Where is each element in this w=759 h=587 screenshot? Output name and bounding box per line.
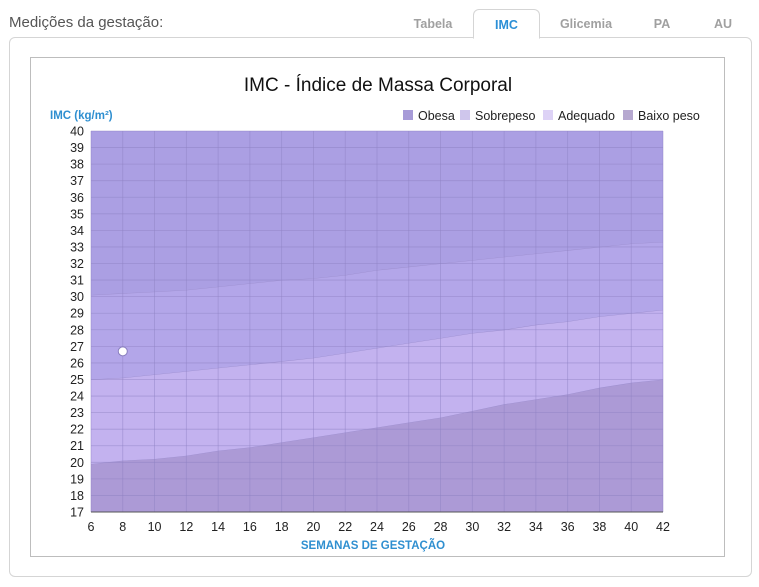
x-tick-label: 6 <box>88 520 95 534</box>
y-tick-label: 31 <box>70 274 84 288</box>
x-tick-label: 34 <box>529 520 543 534</box>
y-tick-label: 30 <box>70 290 84 304</box>
legend-label: Baixo peso <box>638 109 700 123</box>
x-tick-label: 28 <box>434 520 448 534</box>
x-tick-label: 18 <box>275 520 289 534</box>
x-tick-label: 16 <box>243 520 257 534</box>
y-tick-label: 28 <box>70 323 84 337</box>
x-tick-label: 8 <box>119 520 126 534</box>
y-axis-title: IMC (kg/m²) <box>50 110 113 122</box>
x-tick-label: 22 <box>338 520 352 534</box>
y-tick-label: 24 <box>70 390 84 404</box>
x-tick-label: 40 <box>624 520 638 534</box>
x-axis-title: SEMANAS DE GESTAÇÃO <box>301 539 445 552</box>
x-tick-label: 38 <box>592 520 606 534</box>
tab-pa[interactable]: PA <box>653 17 671 31</box>
y-tick-label: 38 <box>70 158 84 172</box>
x-tick-label: 26 <box>402 520 416 534</box>
grid-lines <box>90 130 664 513</box>
tab-glicemia[interactable]: Glicemia <box>559 17 613 31</box>
y-tick-label: 32 <box>70 257 84 271</box>
y-tick-label: 33 <box>70 240 84 254</box>
chart-title: IMC - Índice de Massa Corporal <box>244 75 512 96</box>
y-tick-label: 39 <box>70 141 84 155</box>
y-tick-label: 27 <box>70 340 84 354</box>
tab-bar: Tabela IMC Glicemia PA AU <box>0 9 759 39</box>
data-point <box>117 346 128 357</box>
y-tick-label: 29 <box>70 307 84 321</box>
y-tick-label: 18 <box>70 489 84 503</box>
x-tick-label: 20 <box>306 520 320 534</box>
y-tick-label: 23 <box>70 406 84 420</box>
legend-swatch <box>403 110 413 120</box>
legend-label: Obesa <box>418 109 455 123</box>
legend-label: Sobrepeso <box>475 109 536 123</box>
y-tick-label: 21 <box>70 439 84 453</box>
x-tick-label: 30 <box>465 520 479 534</box>
legend-label: Adequado <box>558 109 615 123</box>
chart-legend: Obesa Sobrepeso Adequado Baixo peso <box>403 109 700 123</box>
tab-tabela[interactable]: Tabela <box>413 17 453 31</box>
y-tick-label: 37 <box>70 174 84 188</box>
y-tick-label: 22 <box>70 423 84 437</box>
y-tick-label: 19 <box>70 472 84 486</box>
y-tick-labels: 17 18 19 20 21 22 23 24 25 26 27 28 29 30 31 32 33 34 35 36… <box>70 125 84 520</box>
page-title: Medições da gestação: <box>9 14 164 31</box>
tab-imc[interactable]: IMC <box>473 9 540 39</box>
x-tick-label: 32 <box>497 520 511 534</box>
tab-au[interactable]: AU <box>713 17 733 31</box>
x-tick-label: 12 <box>179 520 193 534</box>
x-tick-label: 36 <box>561 520 575 534</box>
x-tick-label: 14 <box>211 520 225 534</box>
x-tick-label: 10 <box>148 520 162 534</box>
data-points <box>117 346 128 357</box>
legend-swatch <box>543 110 553 120</box>
y-tick-label: 40 <box>70 125 84 139</box>
legend-swatch <box>623 110 633 120</box>
y-tick-label: 26 <box>70 356 84 370</box>
y-tick-label: 17 <box>70 506 84 520</box>
x-tick-label: 24 <box>370 520 384 534</box>
y-tick-label: 34 <box>70 224 84 238</box>
y-tick-label: 36 <box>70 191 84 205</box>
y-tick-label: 20 <box>70 456 84 470</box>
legend-swatch <box>460 110 470 120</box>
y-tick-label: 25 <box>70 373 84 387</box>
x-tick-labels: 6 8 10 12 14 16 18 20 22 24 26 28 30 32 34 36 38 40 42 <box>88 520 670 534</box>
y-tick-label: 35 <box>70 207 84 221</box>
x-tick-label: 42 <box>656 520 670 534</box>
